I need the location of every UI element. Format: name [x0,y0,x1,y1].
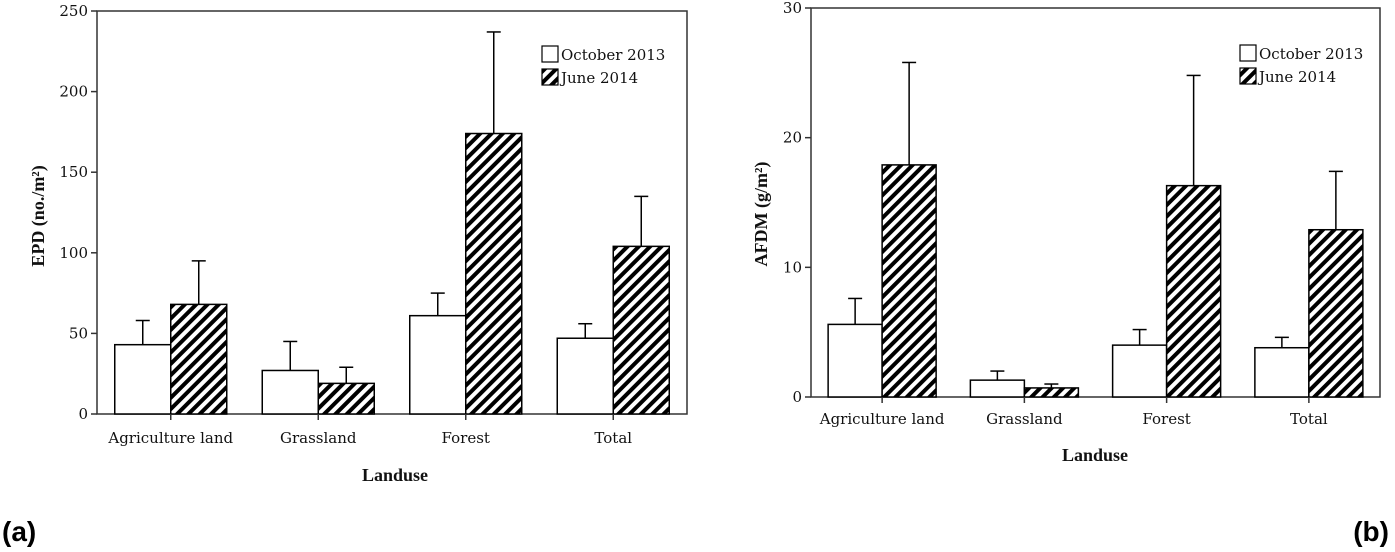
x-tick-label: Total [594,429,632,447]
x-tick-label: Agriculture land [107,429,233,447]
bar-a-s0-c3 [556,337,614,415]
bar-b-s1-c0 [881,164,937,398]
y-tick-label: 150 [59,163,88,181]
y-tick-label: 30 [783,0,802,17]
x-tick-label: Grassland [986,410,1063,428]
bar-a-s1-c2 [465,132,523,415]
bar-a-s1-c0 [170,303,228,415]
y-axis-b: 0 10 20 30 [783,0,811,406]
plot-frame-a [96,10,688,415]
chart-panel-b: 0 10 20 30 Agriculture land Grassland Forest T… [751,0,1389,547]
y-axis-label-a: EPD (no./m²) [28,165,49,266]
chart-panel-a: 0 50 100 150 200 250 Agriculture land Grasslan… [2,2,688,547]
y-tick-label: 100 [59,244,88,262]
panel-label-b: (b) [1353,516,1389,547]
bar-b-s0-c3 [1254,346,1310,398]
bar-a-s0-c2 [409,314,467,415]
bar-a-s1-c1 [317,382,375,415]
y-tick-label: 0 [78,405,88,423]
x-axis-b: Agriculture land Grassland Forest Total [819,397,1328,428]
legend-a-label-october: October 2013 [561,46,665,64]
bar-b-s0-c2 [1111,344,1168,398]
x-tick-label: Grassland [280,429,357,447]
bar-a-s0-c1 [261,369,319,415]
plot-frame-b [810,7,1381,398]
x-tick-label: Agriculture land [819,410,945,428]
x-axis-label-a: Landuse [362,465,428,485]
legend-a-label-june: June 2014 [559,69,638,87]
legend-b-label-october: October 2013 [1259,45,1363,63]
legend-b: October 2013 June 2014 [1239,44,1363,86]
bar-b-s0-c1 [969,379,1026,398]
y-axis-label-b: AFDM (g/m²) [751,162,772,267]
legend-a-swatch-october [541,45,559,63]
bars-a [114,31,670,415]
x-tick-label: Forest [1142,410,1190,428]
bar-b-s1-c2 [1165,184,1222,398]
x-tick-label: Total [1290,410,1328,428]
x-axis-label-b: Landuse [1062,445,1128,465]
panel-label-a: (a) [2,516,36,547]
x-axis-a: Agriculture land Grassland Forest Total [107,414,632,447]
bar-b-s1-c1 [1023,387,1080,398]
legend-b-swatch-october [1239,44,1257,62]
y-tick-label: 20 [783,129,802,147]
bar-a-s0-c0 [114,343,172,415]
legend-b-swatch-june [1239,67,1257,85]
y-tick-label: 10 [783,258,802,276]
legend-b-label-june: June 2014 [1257,68,1336,86]
bar-a-s1-c3 [612,245,670,415]
y-tick-label: 200 [59,83,88,101]
bar-b-s1-c3 [1308,228,1364,398]
bar-b-s0-c0 [827,323,883,398]
y-tick-label: 250 [59,2,88,20]
y-tick-label: 0 [792,388,802,406]
y-axis-a: 0 50 100 150 200 250 [59,2,97,423]
legend-a-swatch-june [541,68,559,86]
x-tick-label: Forest [442,429,490,447]
bars-b [827,61,1364,398]
y-tick-label: 50 [69,324,88,342]
legend-a: October 2013 June 2014 [541,45,665,87]
